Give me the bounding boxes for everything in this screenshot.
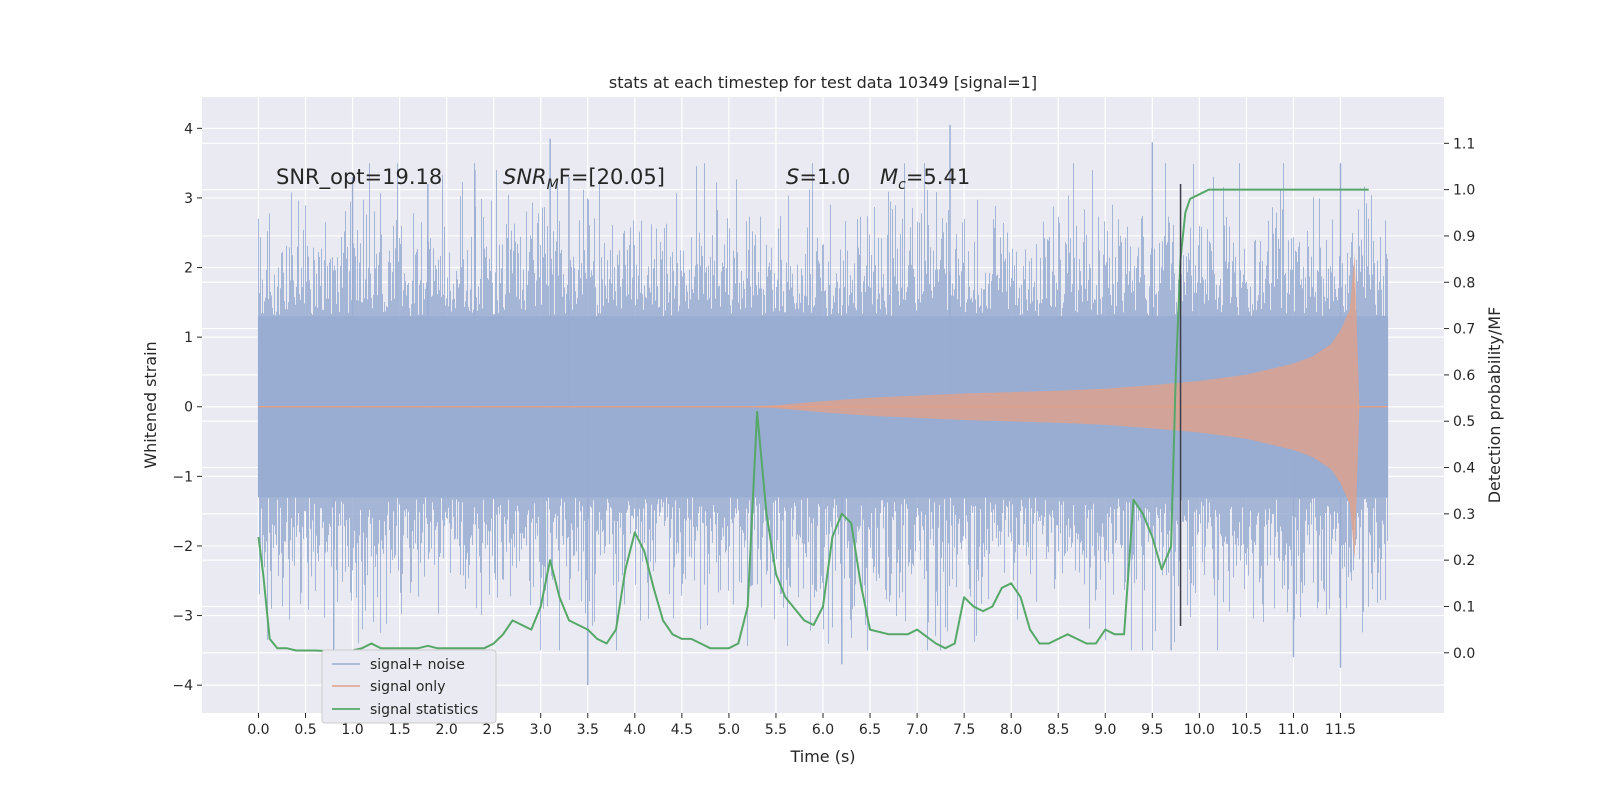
- y-tick-label: −3: [172, 609, 193, 625]
- x-tick-label: 6.0: [812, 722, 834, 738]
- snr-mf-sub: M: [547, 177, 559, 193]
- mc-value: =5.41: [906, 165, 970, 189]
- x-tick-label: 6.5: [859, 722, 881, 738]
- snr-mf-base: SNR: [503, 165, 547, 189]
- x-tick-label: 0.5: [294, 722, 316, 738]
- statistics-line: [257, 188, 1369, 653]
- y2-tick-label: 0.2: [1453, 553, 1475, 569]
- signal-series: [258, 253, 1388, 560]
- y2-tick-label: 0.5: [1453, 414, 1475, 430]
- y-tick-label: 0: [184, 400, 193, 416]
- x-tick-label: 8.5: [1047, 722, 1069, 738]
- legend-label-noise: signal+ noise: [370, 657, 465, 673]
- x-tick-label: 5.5: [765, 722, 787, 738]
- x-tick-label: 9.5: [1141, 722, 1163, 738]
- x-tick-label: 2.5: [483, 722, 505, 738]
- x-axis-title: Time (s): [789, 747, 855, 766]
- legend-label-stats: signal statistics: [370, 702, 478, 718]
- y2-tick-label: 1.1: [1453, 136, 1475, 152]
- x-tick-label: 4.0: [624, 722, 646, 738]
- y2-tick-label: 0.7: [1453, 322, 1475, 338]
- annotation-s: S=1.0: [786, 165, 850, 189]
- x-tick-label: 2.0: [436, 722, 458, 738]
- x-tick-label: 1.5: [388, 722, 410, 738]
- statistics-series: [257, 188, 1369, 653]
- x-tick-label: 11.0: [1278, 722, 1309, 738]
- x-tick-label: 7.5: [953, 722, 975, 738]
- mc-sub: c: [898, 177, 906, 193]
- s-value: =1.0: [799, 165, 850, 189]
- y-tick-label: −1: [172, 469, 193, 485]
- x-tick-label: 5.0: [718, 722, 740, 738]
- annotation-snr-mf: SNRMF=[20.05]: [503, 165, 665, 193]
- mc-base: M: [880, 165, 898, 189]
- x-tick-label: 10.5: [1231, 722, 1262, 738]
- y2-axis-title: Detection probability/MF: [1485, 307, 1504, 504]
- x-tick-label: 7.0: [906, 722, 928, 738]
- y2-tick-label: 0.1: [1453, 599, 1475, 615]
- x-tick-label: 8.0: [1000, 722, 1022, 738]
- legend-box: [321, 649, 497, 724]
- x-tick-label: 4.5: [671, 722, 693, 738]
- chart-title: stats at each timestep for test data 103…: [609, 73, 1037, 92]
- x-tick-label: 1.0: [341, 722, 363, 738]
- x-tick-label: 10.0: [1184, 722, 1215, 738]
- x-tick-label: 3.0: [530, 722, 552, 738]
- y-tick-label: 2: [184, 261, 193, 277]
- x-tick-label: 11.5: [1325, 722, 1356, 738]
- x-tick-label: 3.5: [577, 722, 599, 738]
- y2-tick-label: 0.0: [1453, 646, 1475, 662]
- y2-tick-label: 0.6: [1453, 368, 1475, 384]
- y-tick-label: −4: [172, 678, 193, 694]
- s-label: S: [786, 165, 799, 189]
- y2-tick-label: 1.0: [1453, 183, 1475, 199]
- y-axis-title: Whitened strain: [141, 341, 160, 468]
- y2-tick-label: 0.9: [1453, 229, 1475, 245]
- annotation-snr-opt: SNR_opt=19.18: [276, 165, 442, 190]
- legend: signal+ noise signal only signal statist…: [321, 649, 497, 724]
- y-tick-label: 4: [184, 121, 193, 137]
- y-tick-label: 3: [184, 191, 193, 207]
- legend-label-signal: signal only: [370, 679, 445, 695]
- y2-tick-label: 0.4: [1453, 461, 1475, 477]
- x-tick-label: 0.0: [247, 722, 269, 738]
- y2-tick-label: 0.8: [1453, 275, 1475, 291]
- axis-ticks: 0.0 0.5 1.0 1.5 2.0 2.5 3.0 3.5 4.0 4.5 5.0 5.5 6.0 6…: [172, 121, 1475, 738]
- x-tick-label: 9.0: [1094, 722, 1116, 738]
- annotation-mc: Mc=5.41: [880, 165, 970, 193]
- y-tick-label: −2: [172, 539, 193, 555]
- y-tick-label: 1: [184, 330, 193, 346]
- snr-mf-rest: F=[20.05]: [559, 165, 665, 189]
- y2-tick-label: 0.3: [1453, 507, 1475, 523]
